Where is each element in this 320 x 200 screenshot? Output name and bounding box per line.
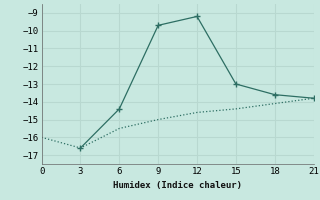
X-axis label: Humidex (Indice chaleur): Humidex (Indice chaleur) (113, 181, 242, 190)
